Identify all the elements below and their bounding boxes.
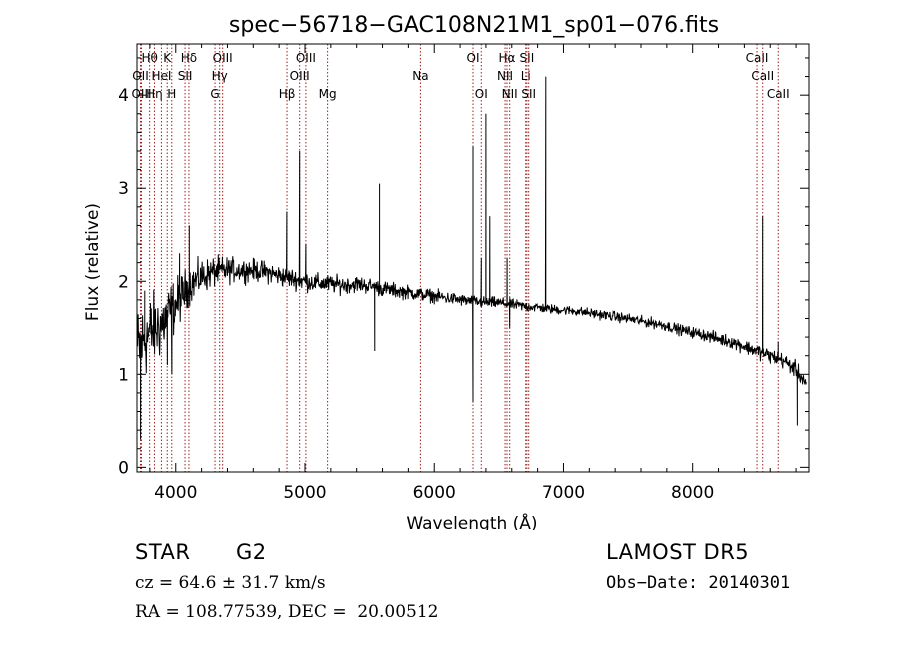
line-marker-label: G <box>210 87 219 101</box>
line-marker-label: SII <box>520 51 535 65</box>
coordinates-text: RA = 108.77539, DEC = 20.00512 <box>135 602 439 622</box>
line-marker-label: CaII <box>767 87 790 101</box>
x-tick-label: 5000 <box>283 483 326 503</box>
line-marker-label: Hβ <box>279 87 296 101</box>
line-marker-label: K <box>163 51 172 65</box>
x-tick-label: 7000 <box>542 483 585 503</box>
plot-frame <box>136 43 810 473</box>
spectrum-line <box>137 76 807 440</box>
y-tick-label: 3 <box>118 179 129 199</box>
y-tick-label: 0 <box>118 458 129 478</box>
y-axis-label: Flux (relative) <box>83 203 103 321</box>
line-marker-label: Li <box>521 69 531 83</box>
line-marker-label: SII <box>521 87 536 101</box>
line-marker-label: OIII <box>296 51 316 65</box>
line-marker-label: CaII <box>746 51 769 65</box>
y-tick-label: 4 <box>118 86 129 106</box>
object-subclass: G2 <box>236 540 267 564</box>
line-marker-label: SII <box>178 69 193 83</box>
line-marker-label: Hη <box>146 87 163 101</box>
line-marker-label: H <box>167 87 176 101</box>
line-marker-label: OII <box>132 69 149 83</box>
x-tick-label: 4000 <box>154 483 197 503</box>
chart-title: spec−56718−GAC108N21M1_sp01−076.fits <box>229 13 719 38</box>
x-axis-label: Wavelength (Å) <box>406 512 537 530</box>
line-marker-label: Mg <box>319 87 337 101</box>
y-tick-label: 1 <box>118 365 129 385</box>
line-marker-label: Hδ <box>181 51 197 65</box>
line-marker-label: OI <box>475 87 488 101</box>
line-marker-label: OIII <box>290 69 310 83</box>
x-tick-label: 8000 <box>671 483 714 503</box>
line-marker-label: CaII <box>751 69 774 83</box>
y-tick-label: 2 <box>118 272 129 292</box>
line-marker-label: OIII <box>213 51 233 65</box>
line-marker-label: HeI <box>151 69 171 83</box>
line-marker-label: NII <box>497 69 513 83</box>
survey-name: LAMOST DR5 <box>606 540 750 564</box>
object-class: STAR <box>135 540 191 564</box>
line-marker-label: NII <box>502 87 518 101</box>
line-marker-label: Na <box>412 69 428 83</box>
line-marker-label: Hα <box>499 51 516 65</box>
line-marker-label: Hθ <box>141 51 157 65</box>
redshift-text: cz = 64.6 ± 31.7 km/s <box>135 573 326 593</box>
observation-date: Obs−Date: 20140301 <box>606 573 791 593</box>
spectrum-chart: spec−56718−GAC108N21M1_sp01−076.fits Hθ O… <box>83 13 810 530</box>
line-marker-label: OI <box>467 51 480 65</box>
axis-ticks: 4000 5000 6000 7000 8000 0 1 2 3 4 <box>118 44 809 503</box>
line-marker-label: Hγ <box>212 69 228 83</box>
x-tick-label: 6000 <box>413 483 456 503</box>
